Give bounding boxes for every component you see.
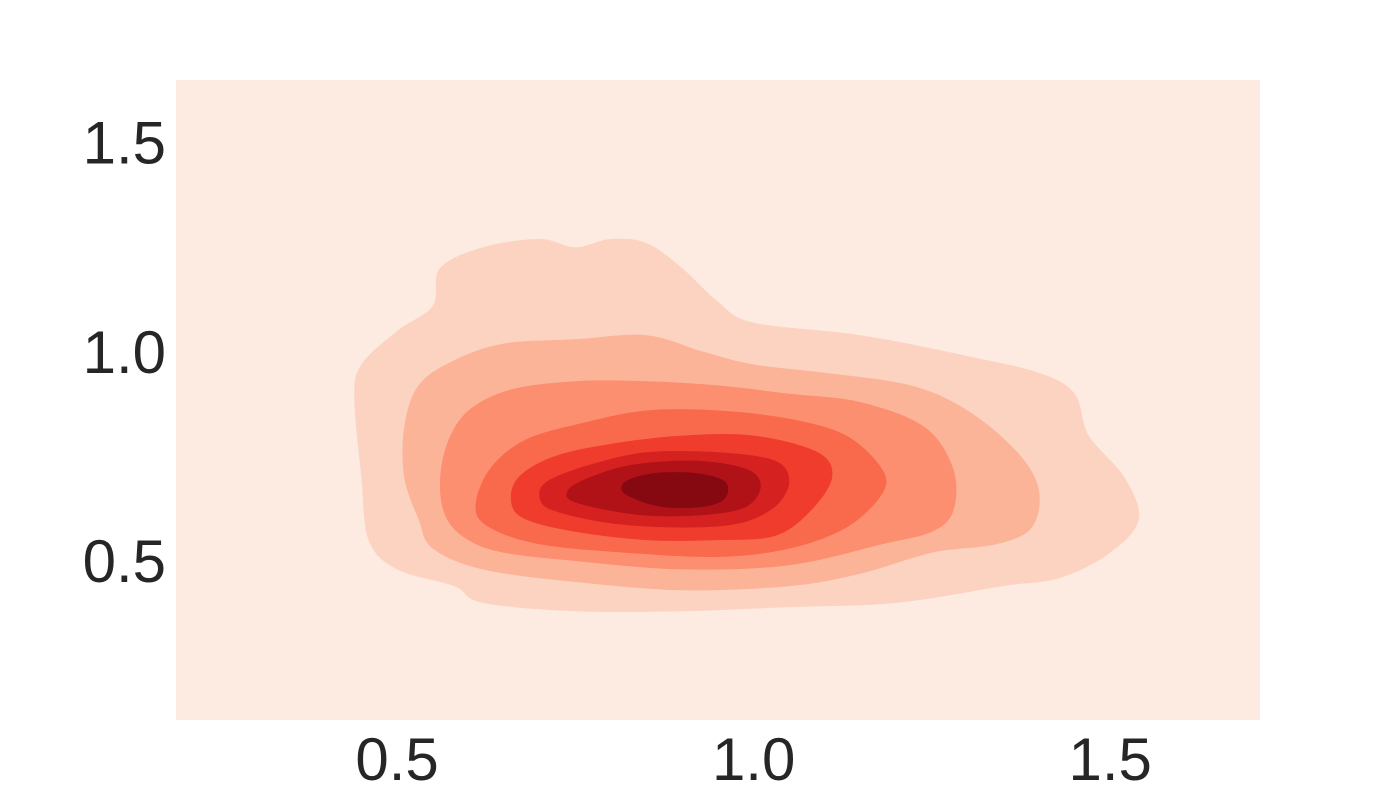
x-tick-label: 1.0 [712, 726, 795, 793]
x-tick-label: 0.5 [355, 726, 438, 793]
y-tick-label: 1.5 [83, 110, 166, 177]
contour-level-8 [621, 472, 729, 509]
x-tick-label: 1.5 [1069, 726, 1152, 793]
contour-layer [354, 238, 1140, 613]
y-tick-label: 1.0 [83, 319, 166, 386]
y-tick-label: 0.5 [83, 528, 166, 595]
x-axis-ticks: 0.5 1.0 1.5 [355, 726, 1152, 793]
y-axis-ticks: 0.5 1.0 1.5 [83, 110, 166, 595]
